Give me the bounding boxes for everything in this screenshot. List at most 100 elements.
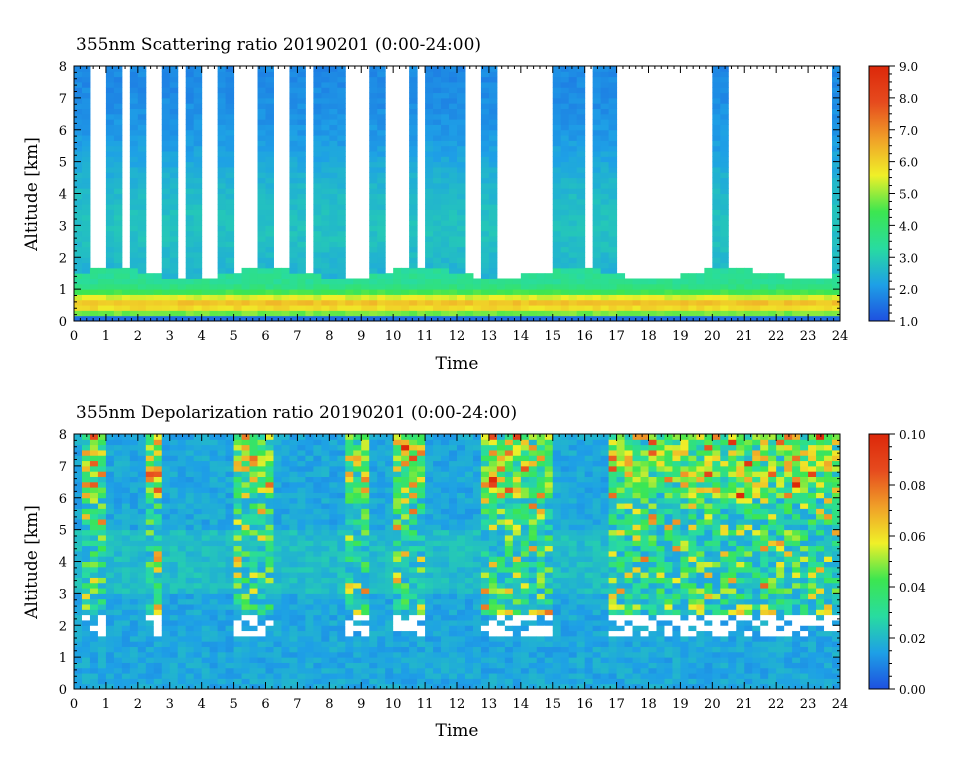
heatmap-cell (281, 492, 289, 498)
heatmap-cell (146, 593, 154, 599)
heatmap-cell (345, 673, 353, 679)
heatmap-cell (106, 657, 114, 663)
heatmap-cell (194, 247, 202, 253)
heatmap-cell (98, 609, 106, 615)
heatmap-cell (433, 247, 441, 253)
heatmap-cell (178, 657, 186, 663)
heatmap-cell (297, 641, 305, 647)
heatmap-cell (353, 524, 361, 530)
heatmap-cell (138, 461, 146, 467)
heatmap-cell (90, 279, 98, 285)
heatmap-cell (425, 236, 433, 242)
heatmap-cell (321, 652, 329, 658)
heatmap-cell (186, 562, 194, 568)
heatmap-cell (242, 268, 250, 274)
heatmap-cell (218, 604, 226, 610)
heatmap-cell (720, 93, 728, 99)
heatmap-cell (425, 668, 433, 674)
heatmap-cell (106, 450, 114, 456)
heatmap-cell (441, 183, 449, 189)
heatmap-cell (409, 487, 417, 493)
heatmap-cell (720, 204, 728, 210)
heatmap-cell (385, 524, 393, 530)
heatmap-cell (122, 305, 130, 311)
heatmap-cell (720, 146, 728, 152)
heatmap-cell (704, 305, 712, 311)
heatmap-cell (377, 188, 385, 194)
heatmap-cell (329, 487, 337, 493)
heatmap-cell (417, 524, 425, 530)
heatmap-cell (266, 284, 274, 290)
heatmap-cell (210, 546, 218, 552)
heatmap-cell (226, 71, 234, 77)
heatmap-cell (704, 294, 712, 300)
heatmap-cell (226, 662, 234, 668)
heatmap-cell (561, 109, 569, 115)
heatmap-cell (162, 241, 170, 247)
heatmap-cell (194, 119, 202, 125)
heatmap-cell (401, 540, 409, 546)
heatmap-cell (720, 215, 728, 221)
heatmap-cell (441, 135, 449, 141)
heatmap-cell (210, 625, 218, 631)
heatmap-cell (122, 647, 130, 653)
heatmap-cell (313, 466, 321, 472)
heatmap-cell (313, 599, 321, 605)
heatmap-cell (90, 588, 98, 594)
heatmap-cell (305, 503, 313, 509)
heatmap-cell (258, 636, 266, 642)
heatmap-cell (218, 109, 226, 115)
heatmap-cell (329, 263, 337, 269)
heatmap-cell (98, 556, 106, 562)
heatmap-cell (577, 71, 585, 77)
heatmap-cell (609, 220, 617, 226)
heatmap-cell (593, 77, 601, 83)
heatmap-cell (337, 66, 345, 72)
heatmap-cell (321, 194, 329, 200)
heatmap-cell (130, 514, 138, 520)
heatmap-cell (98, 310, 106, 316)
heatmap-cell (816, 294, 824, 300)
heatmap-cell (218, 183, 226, 189)
heatmap-cell (242, 445, 250, 451)
heatmap-cell (337, 678, 345, 684)
heatmap-cell (170, 151, 178, 157)
heatmap-cell (242, 524, 250, 530)
heatmap-cell (98, 604, 106, 610)
heatmap-cell (369, 466, 377, 472)
heatmap-cell (465, 300, 473, 306)
heatmap-cell (210, 662, 218, 668)
heatmap-cell (305, 482, 313, 488)
heatmap-cell (321, 300, 329, 306)
heatmap-cell (289, 183, 297, 189)
heatmap-cell (577, 204, 585, 210)
heatmap-cell (449, 172, 457, 178)
heatmap-cell (122, 508, 130, 514)
heatmap-cell (82, 477, 90, 483)
heatmap-cell (178, 609, 186, 615)
heatmap-cell (234, 284, 242, 290)
heatmap-cell (122, 652, 130, 658)
heatmap-cell (593, 183, 601, 189)
heatmap-cell (146, 508, 154, 514)
heatmap-cell (561, 93, 569, 99)
heatmap-cell (146, 673, 154, 679)
heatmap-cell (226, 156, 234, 162)
heatmap-cell (162, 439, 170, 445)
heatmap-cell (601, 66, 609, 72)
heatmap-cell (720, 103, 728, 109)
heatmap-cell (808, 305, 816, 311)
heatmap-cell (465, 284, 473, 290)
x-tick-label: 2 (134, 329, 142, 344)
heatmap-cell (194, 140, 202, 146)
heatmap-cell (106, 572, 114, 578)
heatmap-cell (561, 273, 569, 279)
heatmap-cell (146, 625, 154, 631)
heatmap-cell (441, 119, 449, 125)
heatmap-cell (569, 310, 577, 316)
heatmap-cell (106, 252, 114, 258)
heatmap-cell (329, 652, 337, 658)
heatmap-cell (720, 289, 728, 295)
heatmap-cell (545, 284, 553, 290)
heatmap-cell (377, 434, 385, 440)
